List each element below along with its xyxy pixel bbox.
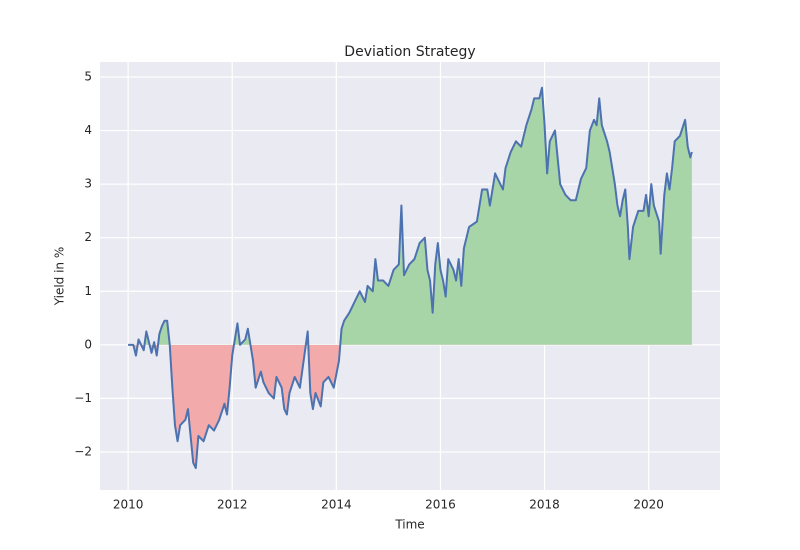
y-tick-label: 1 [84,284,92,298]
y-tick-label: 4 [84,123,92,137]
area-positive [137,87,692,345]
y-tick-label: −2 [74,444,92,458]
x-tick-label: 2014 [321,498,352,512]
x-tick-label: 2020 [633,498,664,512]
x-axis-label: Time [394,518,424,532]
x-tick-label: 2010 [113,498,144,512]
y-tick-label: 2 [84,230,92,244]
x-tick-label: 2018 [529,498,560,512]
y-tick-label: −1 [74,391,92,405]
x-tick-label: 2016 [425,498,456,512]
x-tick-label: 2012 [217,498,248,512]
y-tick-label: 0 [84,337,92,351]
line [128,86,693,470]
y-axis-label: Yield in % [53,247,67,307]
y-tick-label: 5 [84,69,92,83]
area-negative [128,344,692,469]
y-tick-label: 3 [84,177,92,191]
chart-title: Deviation Strategy [344,44,475,60]
